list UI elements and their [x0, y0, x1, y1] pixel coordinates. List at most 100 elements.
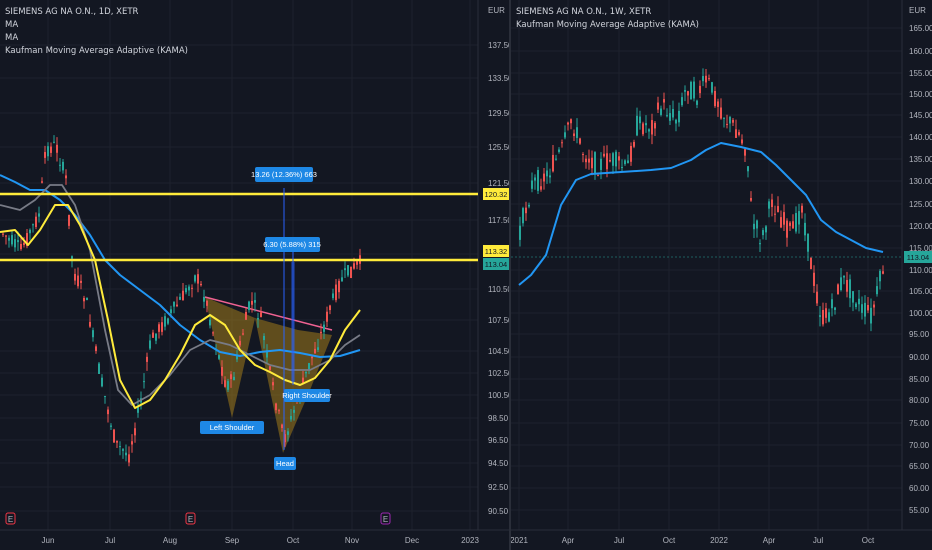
candle-body — [62, 161, 64, 171]
price-tick-label: 110.50 — [488, 285, 510, 294]
price-tick-label: 130.00 — [909, 177, 932, 186]
candle-body — [861, 304, 863, 313]
price-tick-label: 90.00 — [909, 353, 930, 362]
candle-body — [233, 376, 235, 381]
candle-body — [666, 115, 668, 117]
price-tick-label: 160.00 — [909, 47, 932, 56]
candle-body — [525, 207, 527, 214]
candle-body — [146, 356, 148, 362]
time-tick-label: Oct — [862, 536, 875, 545]
candle-body — [218, 355, 220, 359]
candle-body — [708, 78, 710, 80]
candle-body — [179, 296, 181, 300]
pattern-label-bg[interactable] — [284, 389, 330, 402]
candle-body — [657, 102, 659, 110]
candle-body — [531, 180, 533, 189]
candle-body — [546, 170, 548, 177]
candle-body — [269, 366, 271, 370]
left-indicator-ma-1[interactable]: MA — [5, 20, 19, 30]
candle-body — [645, 123, 647, 126]
left-indicator-kama[interactable]: Kaufman Moving Average Adaptive (KAMA) — [5, 46, 188, 56]
pane-divider[interactable] — [509, 0, 511, 550]
candle-body — [65, 175, 67, 179]
candles — [2, 135, 361, 467]
candle-body — [194, 275, 196, 282]
candle-body — [86, 297, 88, 301]
time-tick-label: Oct — [663, 536, 676, 545]
neckline — [204, 296, 333, 331]
left-chart-pane[interactable]: SIEMENS AG NA O.N., 1D, XETR MA MA Kaufm… — [0, 0, 510, 550]
candle-body — [858, 298, 860, 305]
candle-body — [534, 177, 536, 181]
measure-label-bg[interactable] — [255, 167, 313, 182]
candle-body — [705, 75, 707, 83]
price-axis-currency: EUR — [488, 6, 505, 15]
candle-body — [164, 316, 166, 327]
price-tick-label: 140.00 — [909, 133, 932, 142]
measure-label-bg[interactable] — [265, 237, 320, 252]
candle-body — [323, 324, 325, 332]
candle-body — [795, 213, 797, 232]
candle-body — [759, 243, 761, 245]
candle-body — [206, 300, 208, 306]
earnings-marker[interactable] — [185, 512, 196, 525]
pattern-label-2: Right Shoulder — [282, 391, 332, 400]
earnings-marker[interactable] — [380, 512, 391, 525]
candle-body — [308, 363, 310, 370]
right-chart-pane[interactable]: SIEMENS AG NA O.N., 1W, XETR Kaufman Mov… — [511, 0, 932, 550]
price-badge-bg — [904, 251, 932, 263]
candle-body — [870, 307, 872, 324]
candle-body — [579, 138, 581, 144]
candle-body — [642, 123, 644, 135]
candle-body — [693, 81, 695, 99]
candle-body — [612, 153, 614, 166]
candle-body — [663, 99, 665, 103]
candle-body — [17, 240, 19, 243]
candle-body — [729, 116, 731, 124]
price-tick-label: 135.00 — [909, 155, 932, 164]
candle-body — [549, 175, 551, 178]
time-tick-label: 2023 — [461, 536, 479, 545]
candle-body — [290, 416, 292, 420]
candle-body — [317, 347, 319, 350]
candle-body — [101, 377, 103, 387]
candle-body — [158, 324, 160, 332]
time-tick-label: 2021 — [511, 536, 528, 545]
candle-body — [774, 213, 776, 215]
candle-body — [702, 76, 704, 82]
candle-body — [119, 446, 121, 448]
candle-body — [783, 212, 785, 225]
candle-body — [831, 299, 833, 309]
time-tick-label: Dec — [405, 536, 419, 545]
candle-body — [618, 156, 620, 161]
pattern-label-bg[interactable] — [200, 421, 264, 434]
candle-body — [744, 149, 746, 156]
candle-body — [353, 263, 355, 269]
right-indicator-kama[interactable]: Kaufman Moving Average Adaptive (KAMA) — [516, 20, 699, 30]
candle-body — [38, 213, 40, 217]
candle-body — [636, 115, 638, 136]
left-indicator-ma-2[interactable]: MA — [5, 33, 19, 43]
left-chart-canvas[interactable]: EUR 137.50 133.50 129.50 125.50 121.50 117.50 1… — [0, 0, 510, 550]
candle-body — [873, 304, 875, 308]
candle-body — [813, 272, 815, 286]
candle-body — [326, 311, 328, 322]
candle-body — [293, 409, 295, 413]
candle-body — [5, 235, 7, 237]
candle-body — [344, 268, 346, 271]
candle-body — [798, 211, 800, 225]
candle-body — [224, 380, 226, 387]
price-tick-label: 150.00 — [909, 90, 932, 99]
candle-body — [251, 300, 253, 305]
candle-body — [669, 113, 671, 121]
price-tick-label: 60.00 — [909, 484, 930, 493]
candle-body — [753, 223, 755, 230]
price-tick-label: 165.00 — [909, 24, 932, 33]
candle-body — [41, 181, 43, 183]
pattern-label-bg[interactable] — [274, 457, 296, 470]
candle-body — [287, 431, 289, 435]
right-chart-canvas[interactable]: EUR 165.00 160.00 155.00 150.00 145.00 140.00 1… — [511, 0, 932, 550]
earnings-marker[interactable] — [5, 512, 16, 525]
candle-body — [260, 312, 262, 317]
candle-body — [609, 160, 611, 162]
